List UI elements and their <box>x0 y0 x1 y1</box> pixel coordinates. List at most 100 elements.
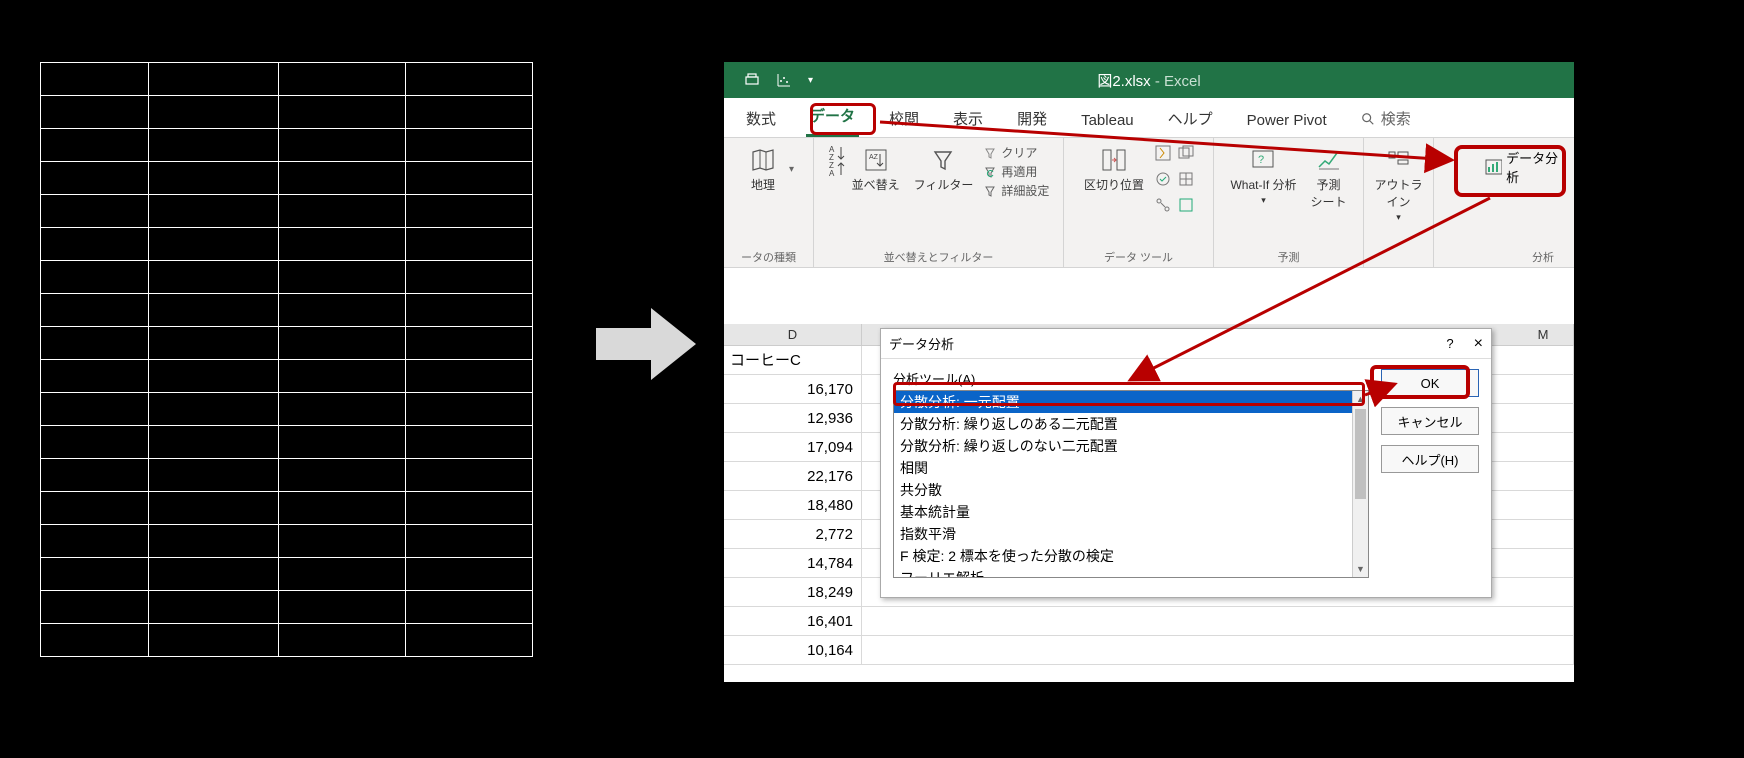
qat-print-icon[interactable] <box>744 72 760 88</box>
list-item[interactable]: 共分散 <box>894 479 1368 501</box>
text-to-columns-icon <box>1100 146 1128 174</box>
cell-rest[interactable] <box>862 636 1574 664</box>
cell-d-value[interactable]: 22,176 <box>724 462 862 490</box>
big-arrow-icon <box>596 308 696 380</box>
list-item[interactable]: 基本統計量 <box>894 501 1368 523</box>
cell-d-value[interactable]: 12,936 <box>724 404 862 432</box>
cell-d-value[interactable]: 18,480 <box>724 491 862 519</box>
filter-label: フィルター <box>914 176 974 193</box>
tab-view[interactable]: 表示 <box>949 102 987 137</box>
blank-cell <box>41 261 149 294</box>
scroll-thumb[interactable] <box>1355 409 1366 499</box>
tab-formulas[interactable]: 数式 <box>742 102 780 137</box>
tab-powerpivot[interactable]: Power Pivot <box>1243 106 1331 137</box>
sort-asc-icon[interactable]: AZ <box>828 144 842 158</box>
advanced-filter[interactable]: 詳細設定 <box>983 182 1049 199</box>
qat-scatter-icon[interactable] <box>776 72 792 88</box>
list-item[interactable]: 指数平滑 <box>894 523 1368 545</box>
filter-small-actions: クリア 再適用 詳細設定 <box>983 144 1049 199</box>
qat-dropdown-icon[interactable]: ▾ <box>808 75 813 86</box>
tab-tableau[interactable]: Tableau <box>1077 106 1138 137</box>
analysis-tools-listbox[interactable]: 分散分析: 一元配置分散分析: 繰り返しのある二元配置分散分析: 繰り返しのない… <box>893 390 1369 578</box>
cell-d-value[interactable]: 14,784 <box>724 549 862 577</box>
group-label-analysis: 分析 <box>1532 249 1554 265</box>
blank-cell <box>279 327 406 360</box>
search-box[interactable]: 検索 <box>1357 102 1415 137</box>
list-item[interactable]: 分散分析: 繰り返しのない二元配置 <box>894 435 1368 457</box>
relationships-icon[interactable] <box>1154 196 1174 219</box>
title-app: Excel <box>1164 73 1201 90</box>
text-to-columns-button[interactable]: 区切り位置 <box>1080 144 1148 195</box>
list-item[interactable]: 分散分析: 繰り返しのある二元配置 <box>894 413 1368 435</box>
tab-developer[interactable]: 開発 <box>1013 102 1051 137</box>
sort-label: 並べ替え <box>852 176 900 193</box>
clear-filter[interactable]: クリア <box>983 144 1049 161</box>
blank-cell <box>279 624 406 657</box>
whatif-button[interactable]: ? What-If 分析 ▾ <box>1226 144 1300 208</box>
search-label: 検索 <box>1381 108 1411 129</box>
blank-cell <box>149 624 279 657</box>
cell-d-value[interactable]: 10,164 <box>724 636 862 664</box>
forecast-label: 予測 シート <box>1311 176 1347 210</box>
list-item[interactable]: フーリエ解析 <box>894 567 1368 578</box>
scroll-up-icon[interactable]: ▲ <box>1353 391 1368 407</box>
blank-cell <box>279 162 406 195</box>
tab-review[interactable]: 校閲 <box>885 102 923 137</box>
whatif-label: What-If 分析 <box>1230 176 1296 193</box>
forecast-sheet-button[interactable]: 予測 シート <box>1307 144 1351 212</box>
remove-duplicates-icon[interactable] <box>1177 144 1197 167</box>
map-icon <box>749 146 777 174</box>
blank-cell <box>279 195 406 228</box>
svg-text:AZ: AZ <box>869 154 879 161</box>
blank-cell <box>406 426 533 459</box>
cell-d-value[interactable]: 2,772 <box>724 520 862 548</box>
cell-d-value[interactable]: 18,249 <box>724 578 862 606</box>
filter-icon <box>929 146 957 174</box>
flash-fill-icon[interactable] <box>1154 144 1174 167</box>
outline-button[interactable]: アウトラ イン ▾ <box>1371 144 1427 225</box>
blank-cell <box>41 63 149 96</box>
blank-cell <box>149 558 279 591</box>
consolidate-icon[interactable] <box>1177 170 1197 193</box>
dialog-titlebar: データ分析 ? × <box>881 329 1491 359</box>
blank-cell <box>41 228 149 261</box>
dialog-help-icon[interactable]: ? <box>1446 336 1453 351</box>
dialog-close-icon[interactable]: × <box>1474 335 1483 353</box>
data-model-icon[interactable] <box>1177 196 1197 219</box>
list-item[interactable]: 相関 <box>894 457 1368 479</box>
tab-data[interactable]: データ <box>806 99 859 137</box>
sort-desc-icon[interactable]: ZA <box>828 160 842 174</box>
cell-rest[interactable] <box>862 607 1574 635</box>
cell-d-value[interactable]: 16,170 <box>724 375 862 403</box>
cell-d-value[interactable]: 17,094 <box>724 433 862 461</box>
whatif-icon: ? <box>1249 146 1277 174</box>
dialog-title-text: データ分析 <box>889 334 954 353</box>
text-to-columns-label: 区切り位置 <box>1084 176 1144 193</box>
data-validation-icon[interactable] <box>1154 170 1174 193</box>
blank-cell <box>149 96 279 129</box>
list-item[interactable]: F 検定: 2 標本を使った分散の検定 <box>894 545 1368 567</box>
filter-button[interactable]: フィルター <box>910 144 978 195</box>
blank-cell <box>149 393 279 426</box>
list-item[interactable]: 分散分析: 一元配置 <box>894 391 1368 413</box>
overflow-icon[interactable]: ▾ <box>789 164 794 175</box>
listbox-scrollbar[interactable]: ▲ ▼ <box>1352 391 1368 577</box>
cell-d-header[interactable]: コーヒーC <box>724 346 862 374</box>
data-analysis-button[interactable]: データ分析 <box>1479 144 1574 190</box>
cell-d-value[interactable]: 16,401 <box>724 607 862 635</box>
col-header-m[interactable]: M <box>1519 324 1567 346</box>
data-analysis-label: データ分析 <box>1506 148 1568 186</box>
sort-button[interactable]: AZ 並べ替え <box>848 144 904 195</box>
blank-cell <box>279 558 406 591</box>
col-header-d[interactable]: D <box>724 324 862 345</box>
geography-button[interactable]: 地理 <box>743 144 783 195</box>
reapply-filter[interactable]: 再適用 <box>983 163 1049 180</box>
cancel-button[interactable]: キャンセル <box>1381 407 1479 435</box>
blank-cell <box>41 591 149 624</box>
scroll-down-icon[interactable]: ▼ <box>1353 561 1368 577</box>
ok-button[interactable]: OK <box>1381 369 1479 397</box>
help-button[interactable]: ヘルプ(H) <box>1381 445 1479 473</box>
blank-cell <box>149 360 279 393</box>
tab-help[interactable]: ヘルプ <box>1164 102 1217 137</box>
ribbon-group-analysis: データ分析 分析 <box>1434 138 1574 267</box>
